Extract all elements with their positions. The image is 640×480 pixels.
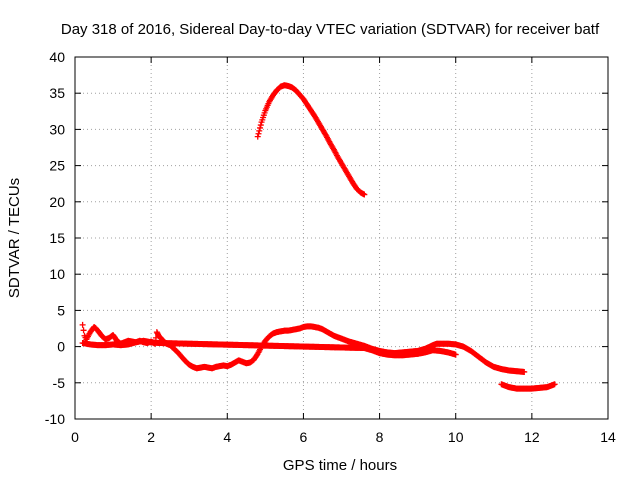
y-tick-label: -10 <box>45 411 65 427</box>
data-point <box>551 381 558 388</box>
data-point <box>256 127 263 134</box>
y-tick-label: 40 <box>49 49 65 65</box>
y-tick-label: 10 <box>49 266 65 282</box>
x-tick-labels: 0 2 4 6 8 10 12 14 <box>71 429 616 445</box>
series-group <box>79 337 459 359</box>
x-tick-label: 14 <box>600 429 616 445</box>
y-tick-label: 25 <box>49 158 65 174</box>
data-point <box>361 191 368 198</box>
y-tick-label: 35 <box>49 85 65 101</box>
axis-ticks <box>74 56 609 420</box>
y-tick-labels: -10 -5 0 5 10 15 20 25 30 35 40 <box>45 49 65 427</box>
y-tick-label: -5 <box>53 375 66 391</box>
grid <box>75 57 608 419</box>
y-tick-label: 30 <box>49 121 65 137</box>
data-point <box>254 133 261 140</box>
x-tick-label: 6 <box>300 429 308 445</box>
x-tick-label: 12 <box>524 429 540 445</box>
y-tick-label: 0 <box>57 339 65 355</box>
x-tick-label: 2 <box>147 429 155 445</box>
data-point <box>521 368 528 375</box>
data-points <box>79 82 558 392</box>
data-point <box>257 124 264 131</box>
data-point <box>255 130 262 137</box>
y-tick-label: 20 <box>49 194 65 210</box>
plot-area <box>74 56 609 420</box>
chart-title: Day 318 of 2016, Sidereal Day-to-day VTE… <box>61 21 600 38</box>
x-tick-label: 0 <box>71 429 79 445</box>
y-tick-label: 15 <box>49 230 65 246</box>
y-tick-label: 5 <box>57 302 65 318</box>
data-point <box>80 327 87 334</box>
data-point <box>257 122 264 129</box>
x-tick-label: 4 <box>223 429 231 445</box>
data-point <box>79 321 86 328</box>
y-axis-label: SDTVAR / TECUs <box>6 178 23 298</box>
series-group <box>254 82 368 198</box>
data-point <box>452 351 459 358</box>
x-tick-label: 10 <box>448 429 464 445</box>
x-axis-label: GPS time / hours <box>283 457 397 474</box>
series-group <box>498 381 558 392</box>
x-tick-label: 8 <box>376 429 384 445</box>
